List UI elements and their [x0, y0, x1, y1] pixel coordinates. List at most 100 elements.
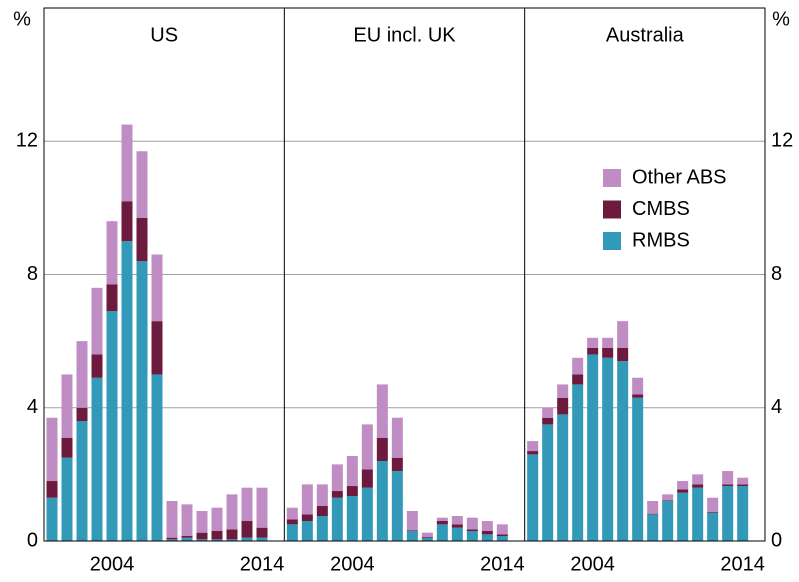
bar-segment: [707, 512, 719, 541]
bar-segment: [256, 527, 268, 538]
bar-segment: [572, 357, 584, 375]
y-tick-label: 8: [27, 263, 38, 285]
y-axis-label: %: [13, 8, 31, 30]
legend-label: Other ABS: [632, 166, 727, 188]
bar-segment: [406, 530, 418, 532]
bar-segment: [331, 464, 343, 492]
bar-segment: [151, 254, 163, 322]
bar-segment: [121, 124, 133, 202]
bar-segment: [391, 457, 403, 472]
bar-segment: [527, 441, 539, 452]
bar-segment: [91, 287, 103, 355]
bar-segment: [527, 451, 539, 455]
bar-segment: [301, 521, 313, 541]
bar-segment: [136, 261, 148, 541]
bar-segment: [76, 341, 88, 408]
bar-segment: [316, 516, 328, 541]
x-tick-label: 2004: [330, 553, 375, 575]
bar-segment: [346, 496, 358, 541]
bar-segment: [196, 532, 208, 540]
y-tick-label: 12: [771, 130, 793, 152]
legend-swatch: [603, 200, 621, 219]
bar-segment: [421, 532, 433, 538]
bar-segment: [391, 417, 403, 458]
bar-segment: [121, 241, 133, 541]
x-tick-label: 2004: [570, 553, 615, 575]
bar-segment: [662, 494, 674, 501]
bar-segment: [677, 489, 689, 493]
bar-segment: [46, 481, 58, 498]
bar-segment: [181, 504, 193, 537]
bar-segment: [572, 374, 584, 385]
bar-segment: [557, 384, 569, 398]
bar-segment: [376, 437, 388, 462]
bar-segment: [316, 506, 328, 517]
panel-title: US: [150, 24, 178, 46]
bar-segment: [496, 534, 508, 537]
bar-segment: [406, 531, 418, 541]
bar-segment: [466, 531, 478, 541]
bar-segment: [121, 201, 133, 242]
plot-frame: [43, 7, 766, 542]
bar-segment: [737, 484, 749, 487]
y-tick-label: 0: [771, 529, 782, 551]
bar-segment: [286, 507, 298, 520]
bar-segment: [617, 347, 629, 362]
y-tick-label: 12: [16, 130, 38, 152]
bar-segment: [451, 527, 463, 541]
y-tick-label: 4: [771, 396, 782, 418]
bar-segment: [91, 377, 103, 541]
bar-segment: [692, 484, 704, 488]
bar-segment: [602, 347, 614, 358]
panel-title: Australia: [606, 24, 685, 46]
bar-segment: [61, 437, 73, 458]
bar-segment: [256, 487, 268, 528]
bar-segment: [737, 486, 749, 541]
bar-segment: [481, 521, 493, 532]
x-tick-label: 2004: [90, 553, 135, 575]
bar-segment: [46, 417, 58, 482]
bar-segment: [76, 421, 88, 541]
bar-segment: [166, 539, 178, 541]
bar-segment: [136, 151, 148, 218]
bar-segment: [376, 461, 388, 541]
legend-swatch: [603, 169, 621, 187]
bar-segment: [226, 529, 238, 540]
bar-segment: [286, 524, 298, 541]
bar-segment: [166, 501, 178, 538]
bar-segment: [211, 507, 223, 532]
bar-segment: [421, 537, 433, 538]
bar-segment: [241, 537, 253, 541]
bar-segment: [151, 374, 163, 541]
bar-segment: [151, 321, 163, 375]
bar-segment: [722, 484, 734, 487]
bar-segment: [662, 501, 674, 541]
bar-segment: [61, 457, 73, 541]
bar-segment: [677, 492, 689, 541]
bar-segment: [361, 469, 373, 488]
bar-segment: [451, 516, 463, 525]
bar-segment: [481, 534, 493, 541]
bar-segment: [602, 337, 614, 348]
bar-segment: [241, 521, 253, 538]
bar-segment: [196, 511, 208, 533]
bar-segment: [542, 417, 554, 425]
bar-segment: [436, 517, 448, 522]
bar-segment: [632, 377, 644, 395]
bar-segment: [647, 501, 659, 514]
bar-segment: [421, 537, 433, 541]
bar-segment: [211, 539, 223, 541]
legend-swatch: [603, 232, 621, 250]
bar-segment: [677, 481, 689, 490]
bar-segment: [466, 529, 478, 532]
bar-segment: [707, 497, 719, 513]
bar-segment: [181, 536, 193, 538]
bar-segment: [466, 517, 478, 530]
bar-segment: [406, 511, 418, 531]
bar-segment: [61, 374, 73, 438]
x-tick-label: 2014: [720, 553, 765, 575]
bar-segment: [241, 487, 253, 522]
bar-segment: [76, 407, 88, 422]
bar-segment: [707, 512, 719, 513]
x-tick-label: 2014: [240, 553, 285, 575]
